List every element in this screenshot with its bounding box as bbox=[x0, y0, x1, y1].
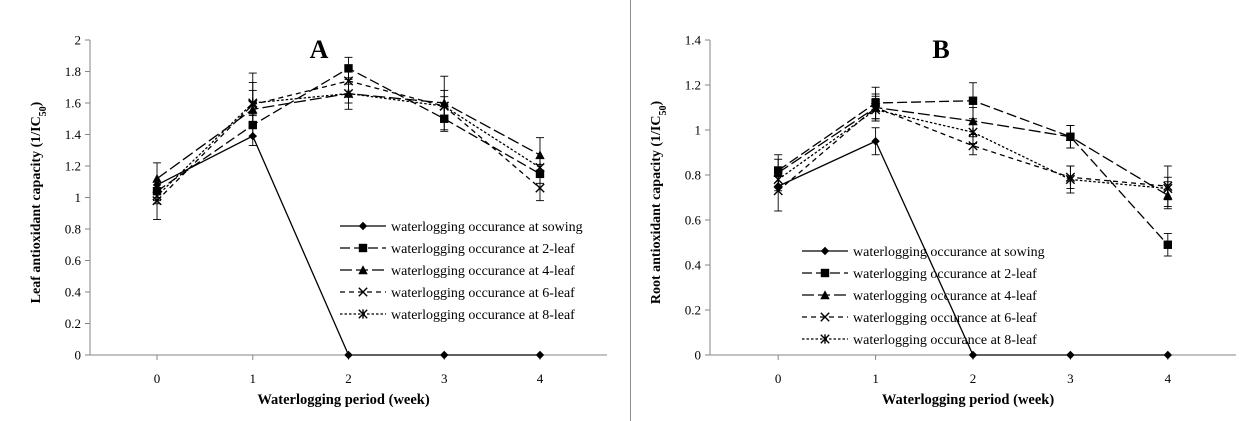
legend-label: waterlogging occurance at 2-leaf bbox=[853, 267, 1037, 282]
y-axis-label: Leaf antioxidant capacity (1/IC50) bbox=[29, 101, 49, 303]
chart-panel-b: 0 0.2 0.4 0.6 0.8 1 1.2 1.4 0 1 2 3 4 Waterlogging pe… bbox=[631, 0, 1248, 421]
legend: waterlogging occurance at sowing waterlog… bbox=[802, 245, 1045, 348]
data-point bbox=[968, 96, 978, 105]
x-tick-label: 3 bbox=[1067, 371, 1074, 386]
x-tick-label: 2 bbox=[345, 371, 352, 386]
y-tick-label: 0.4 bbox=[65, 285, 82, 300]
legend-label: waterlogging occurance at 4-leaf bbox=[853, 289, 1037, 304]
data-point bbox=[248, 98, 258, 108]
series-line bbox=[777, 109, 1168, 190]
y-tick-label: 2 bbox=[75, 33, 82, 48]
series-line bbox=[777, 106, 1168, 192]
y-tick-label: 0.2 bbox=[685, 303, 701, 318]
data-point bbox=[1163, 240, 1173, 249]
legend-label: waterlogging occurance at 2-leaf bbox=[391, 242, 575, 257]
y-tick-label: 1 bbox=[695, 123, 702, 138]
data-point bbox=[152, 191, 162, 201]
x-tick-label: 3 bbox=[441, 371, 448, 386]
data-point bbox=[535, 162, 545, 173]
chart-b-svg: 0 0.2 0.4 0.6 0.8 1 1.2 1.4 0 1 2 3 4 Waterlogging pe… bbox=[649, 33, 1236, 408]
x-tick-label: 0 bbox=[775, 371, 782, 386]
legend-marker bbox=[358, 287, 368, 297]
legend: waterlogging occurance at sowing waterlog… bbox=[340, 220, 583, 323]
series-4 bbox=[152, 83, 545, 205]
legend-label: waterlogging occurance at sowing bbox=[853, 245, 1045, 260]
data-point bbox=[968, 350, 978, 360]
y-axis-label: Root antioxidant capacity (1/IC50) bbox=[649, 101, 669, 305]
legend-label: waterlogging occurance at 6-leaf bbox=[853, 311, 1037, 326]
data-point bbox=[152, 173, 162, 183]
y-tick-label: 1 bbox=[75, 190, 82, 205]
data-point bbox=[439, 101, 449, 111]
legend-marker bbox=[820, 334, 830, 344]
y-tick-label: 1.2 bbox=[685, 78, 701, 93]
y-tick-label: 0.2 bbox=[65, 316, 81, 331]
data-point bbox=[871, 137, 880, 146]
y-tick-label: 1.4 bbox=[65, 127, 82, 142]
legend-label: waterlogging occurance at 8-leaf bbox=[853, 333, 1037, 348]
legend-label: waterlogging occurance at sowing bbox=[391, 220, 583, 235]
data-point bbox=[440, 350, 449, 360]
legend-marker bbox=[358, 309, 368, 319]
y-tick-label: 0.8 bbox=[65, 222, 81, 237]
legend-marker bbox=[820, 268, 830, 278]
data-point bbox=[535, 183, 545, 193]
x-tick-label: 2 bbox=[970, 371, 977, 386]
y-tick-label: 0 bbox=[695, 348, 702, 363]
y-tick-label: 0 bbox=[75, 348, 82, 363]
data-point bbox=[535, 150, 545, 160]
x-axis-label: Waterlogging period (week) bbox=[882, 392, 1055, 408]
data-point bbox=[1065, 174, 1076, 185]
panel-letter: A bbox=[310, 35, 329, 64]
y-tick-label: 0.6 bbox=[685, 213, 702, 228]
legend-label: waterlogging occurance at 8-leaf bbox=[391, 308, 575, 323]
panel-letter: B bbox=[932, 35, 949, 64]
legend-marker bbox=[820, 290, 830, 300]
y-tick-label: 1.4 bbox=[685, 33, 702, 48]
data-point bbox=[1163, 183, 1173, 194]
x-tick-label: 4 bbox=[1165, 371, 1172, 386]
data-point bbox=[343, 88, 354, 99]
legend-label: waterlogging occurance at 6-leaf bbox=[391, 286, 575, 301]
data-point bbox=[870, 105, 881, 115]
chart-panel-a: 0 0.2 0.4 0.6 0.8 1 1.2 1.4 1.6 1.8 2 0 1 2 3 4 Waterlog… bbox=[29, 0, 631, 421]
legend-label: waterlogging occurance at 4-leaf bbox=[391, 264, 575, 279]
legend-marker bbox=[820, 246, 830, 256]
legend-marker bbox=[358, 265, 368, 275]
y-tick-label: 0.4 bbox=[685, 258, 702, 273]
x-tick-label: 4 bbox=[537, 371, 544, 386]
data-point bbox=[773, 174, 783, 185]
y-tick-label: 1.2 bbox=[65, 159, 81, 174]
data-point bbox=[1066, 350, 1075, 360]
legend-marker bbox=[358, 243, 368, 253]
legend-marker bbox=[820, 312, 830, 322]
y-tick-label: 1.6 bbox=[65, 96, 82, 111]
data-point bbox=[535, 350, 545, 360]
data-point bbox=[968, 127, 978, 137]
data-point bbox=[1163, 350, 1173, 360]
chart-a-svg: 0 0.2 0.4 0.6 0.8 1 1.2 1.4 1.6 1.8 2 0 1 2 3 4 Waterlog… bbox=[29, 33, 607, 408]
series-4 bbox=[773, 98, 1173, 201]
x-tick-label: 1 bbox=[872, 371, 879, 386]
y-tick-label: 0.8 bbox=[685, 168, 701, 183]
data-point bbox=[1065, 132, 1076, 141]
x-axis-label: Waterlogging period (week) bbox=[257, 392, 430, 408]
y-tick-label: 0.6 bbox=[65, 253, 82, 268]
y-tick-label: 1.8 bbox=[65, 64, 81, 79]
data-point bbox=[968, 141, 978, 151]
legend-marker bbox=[358, 221, 368, 231]
x-tick-label: 1 bbox=[250, 371, 257, 386]
data-point bbox=[344, 350, 353, 360]
x-tick-label: 0 bbox=[154, 371, 161, 386]
